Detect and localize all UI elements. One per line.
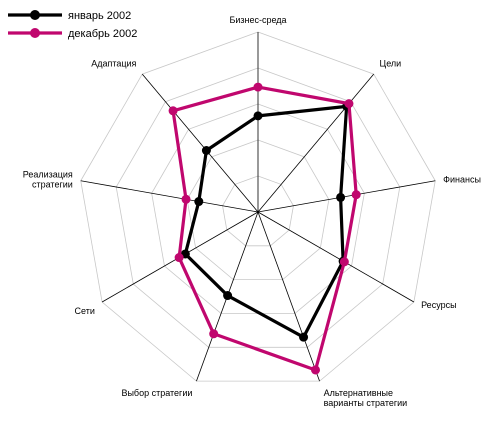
legend-swatch-marker	[30, 28, 40, 38]
legend-item-0: январь 2002	[8, 10, 131, 22]
radar-series	[168, 82, 361, 375]
axis-spoke-2	[257, 180, 436, 213]
grid-ring-5	[80, 31, 436, 382]
axis-labels: Бизнес-среда Цели Финансы Ресурсы Альтернати…	[23, 15, 481, 408]
legend-swatch-marker	[30, 10, 40, 20]
series-1-point-4	[311, 365, 321, 375]
axis-label-line: Альтернативные	[324, 388, 393, 398]
legend: январь 2002 декабрь 2002	[8, 10, 137, 40]
axis-label-2: Финансы	[443, 175, 481, 185]
axis-label-7: Реализация стратегии	[23, 170, 73, 190]
axis-label-1: Цели	[380, 59, 402, 69]
series-0-point-7	[194, 197, 204, 207]
series-0	[180, 101, 352, 342]
axis-label-0: Бизнес-среда	[229, 15, 286, 25]
axis-spoke-8	[141, 73, 259, 213]
series-1	[168, 82, 361, 375]
axis-label-5: Выбор стратегии	[121, 388, 192, 398]
axis-label-line: Сети	[75, 306, 95, 316]
radar-axes	[80, 32, 436, 382]
series-line-1	[171, 85, 358, 372]
axis-label-line: Адаптация	[91, 59, 136, 69]
axis-label-3: Ресурсы	[421, 300, 457, 310]
grid-ring-2	[186, 139, 330, 281]
series-0-point-2	[336, 192, 346, 202]
axis-label-8: Адаптация	[91, 59, 136, 69]
series-0-point-0	[253, 111, 263, 121]
series-1-point-7	[181, 194, 191, 204]
axis-label-line: Выбор стратегии	[121, 388, 192, 398]
series-1-point-2	[351, 190, 361, 200]
axis-label-line: Финансы	[443, 175, 481, 185]
series-1-point-3	[339, 257, 349, 267]
axis-spoke-3	[257, 211, 415, 303]
series-line-0	[183, 104, 349, 339]
legend-item-1: декабрь 2002	[8, 28, 137, 40]
series-0-point-5	[223, 291, 233, 301]
series-1-point-5	[209, 329, 219, 339]
axis-label-6: Сети	[75, 306, 95, 316]
axis-spoke-1	[257, 73, 375, 213]
axis-label-4: Альтернативные варианты стратегии	[324, 388, 408, 408]
grid-ring-4	[115, 67, 401, 348]
axis-label-line: варианты стратегии	[324, 398, 408, 408]
axis-spoke-7	[80, 180, 259, 213]
legend-label: январь 2002	[68, 10, 131, 22]
axis-spoke-4	[257, 211, 320, 382]
axis-label-line: Реализация	[23, 170, 73, 180]
grid-ring-1	[222, 175, 294, 247]
series-1-point-6	[174, 253, 184, 263]
series-0-point-8	[201, 146, 211, 156]
axis-label-line: Цели	[380, 59, 402, 69]
series-1-point-1	[344, 99, 354, 109]
series-1-point-0	[253, 82, 263, 92]
axis-label-line: Ресурсы	[421, 300, 457, 310]
series-0-point-4	[299, 332, 309, 342]
axis-label-line: стратегии	[32, 180, 73, 190]
legend-label: декабрь 2002	[68, 28, 137, 40]
series-1-point-8	[168, 106, 178, 116]
axis-label-line: Бизнес-среда	[229, 15, 286, 25]
